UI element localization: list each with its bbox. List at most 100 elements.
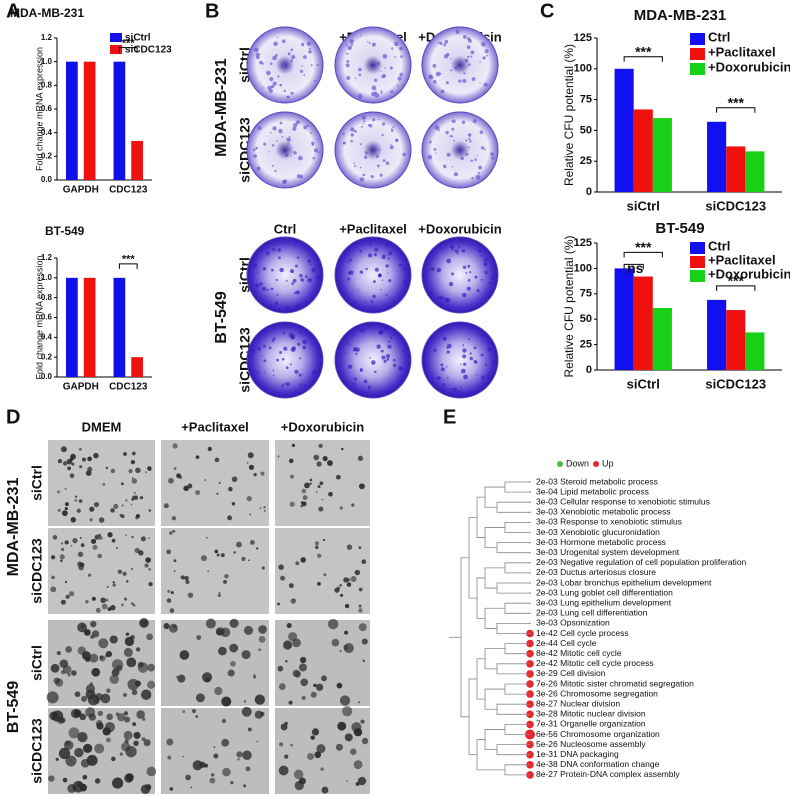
sphere xyxy=(354,569,361,576)
colony xyxy=(290,91,294,95)
significance-bracket xyxy=(623,56,663,62)
sphere xyxy=(131,478,138,484)
y-tick-label: 1.0 xyxy=(41,57,53,66)
colony xyxy=(465,139,468,142)
dendrogram-branch xyxy=(496,663,530,675)
colony xyxy=(363,155,368,159)
colony xyxy=(278,129,283,134)
sphere xyxy=(317,553,322,558)
sphere xyxy=(258,648,261,651)
sphere xyxy=(92,544,98,550)
colony xyxy=(350,139,353,143)
colony xyxy=(342,261,344,263)
sphere xyxy=(91,667,101,677)
bar xyxy=(707,121,727,192)
sphere xyxy=(313,454,320,461)
colony xyxy=(446,52,450,57)
row-label: siCDC123 xyxy=(29,538,45,604)
row-label: siCDC123 xyxy=(237,327,253,393)
sphere xyxy=(300,557,306,563)
colony xyxy=(303,74,306,77)
term-label: 3e-03 Xenobiotic glucuronidation xyxy=(536,527,660,537)
dendrogram-branch xyxy=(484,729,505,751)
x-tick-label: siCDC123 xyxy=(705,198,766,213)
colony xyxy=(299,69,304,74)
dendrogram-branch xyxy=(496,542,530,554)
colony xyxy=(399,72,404,77)
sphere xyxy=(130,459,136,465)
colony xyxy=(384,67,386,69)
colony xyxy=(286,95,289,98)
colony xyxy=(380,91,383,94)
colony xyxy=(380,90,383,92)
sphere xyxy=(229,618,239,628)
sphere xyxy=(314,541,319,546)
colony xyxy=(375,155,379,158)
colony xyxy=(445,130,449,135)
sphere xyxy=(290,743,293,747)
sphere xyxy=(78,499,83,504)
sphere xyxy=(214,457,220,463)
colony xyxy=(450,69,453,72)
colony xyxy=(373,253,377,257)
sphere xyxy=(117,569,123,574)
sphere xyxy=(86,754,98,766)
colony xyxy=(285,153,289,157)
colony xyxy=(462,265,467,269)
sphere xyxy=(141,737,146,742)
sphere xyxy=(182,755,185,758)
colony xyxy=(445,81,449,85)
colony xyxy=(291,55,296,60)
legend-dot xyxy=(557,461,563,467)
colony xyxy=(369,357,371,359)
colony xyxy=(283,382,286,385)
colony xyxy=(310,64,313,67)
y-tick-label: 125 xyxy=(574,32,592,44)
significance-label: *** xyxy=(122,254,136,266)
legend-swatch xyxy=(110,33,122,42)
colony xyxy=(402,280,407,284)
colony xyxy=(273,374,275,377)
sphere xyxy=(166,549,172,555)
colony xyxy=(352,382,356,386)
sphere xyxy=(173,570,176,572)
colony xyxy=(434,125,440,130)
colony xyxy=(388,340,391,343)
row-group-label: MDA-MB-231 xyxy=(5,478,22,577)
sphere xyxy=(209,777,216,784)
significance-bracket xyxy=(716,107,756,113)
sphere xyxy=(218,591,221,594)
sphere xyxy=(317,485,321,489)
sphere xyxy=(172,529,176,533)
sphere xyxy=(111,756,116,762)
dendrogram-branch xyxy=(484,527,505,549)
sphere xyxy=(284,754,289,759)
bar xyxy=(745,151,765,192)
sphere xyxy=(185,774,191,781)
sphere xyxy=(237,758,240,761)
sphere xyxy=(52,535,58,540)
colony xyxy=(294,264,298,268)
colony xyxy=(281,136,284,138)
legend-swatch xyxy=(690,256,705,268)
colony-well xyxy=(334,236,412,314)
sphere xyxy=(51,555,56,560)
term-label: 4e-38 DNA conformation change xyxy=(536,759,660,769)
sphere xyxy=(221,738,230,747)
colony xyxy=(271,164,274,167)
sphere xyxy=(126,657,137,668)
colony xyxy=(256,370,259,373)
sphere xyxy=(289,501,295,507)
bar xyxy=(66,61,78,180)
column-label: +Doxorubicin xyxy=(418,221,501,236)
sphere xyxy=(335,743,343,751)
colony xyxy=(387,254,389,256)
colony xyxy=(370,300,374,303)
colony xyxy=(481,334,484,338)
sphere xyxy=(278,765,289,776)
colony xyxy=(317,151,320,154)
colony xyxy=(290,155,293,157)
colony xyxy=(373,328,375,330)
y-tick-label: 0.8 xyxy=(41,293,53,302)
colony xyxy=(439,72,442,75)
